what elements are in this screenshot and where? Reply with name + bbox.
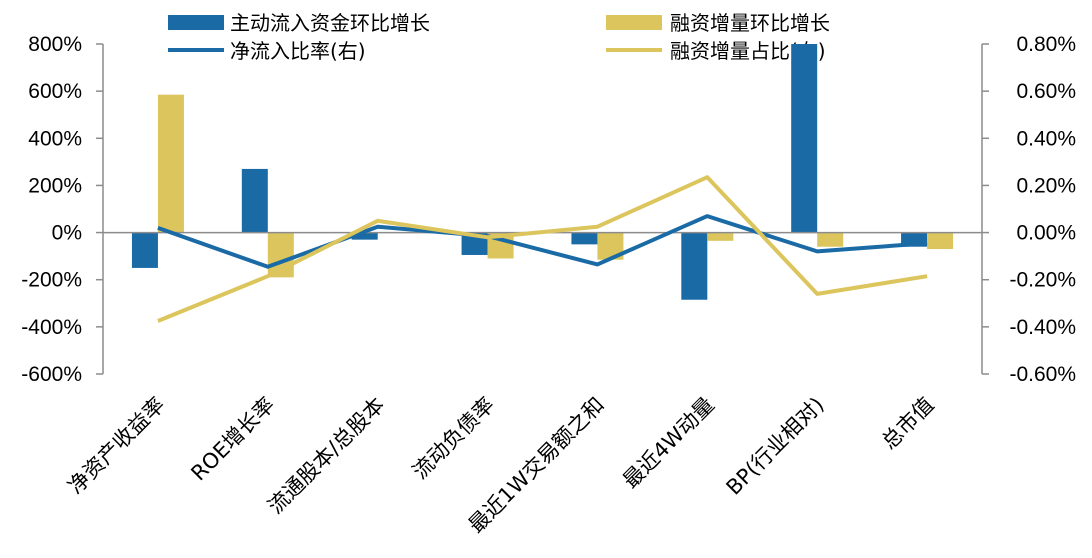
left-tick-label: -200% bbox=[21, 269, 82, 292]
bar-margin-growth bbox=[817, 232, 844, 247]
left-tick-label: -400% bbox=[21, 316, 82, 339]
category-label: 流动负债率 bbox=[408, 393, 499, 484]
bar-inflow-growth bbox=[681, 232, 708, 300]
legend-swatch-margin-growth bbox=[606, 15, 662, 30]
right-tick-label: 0.60% bbox=[1016, 80, 1076, 103]
bar-inflow-growth bbox=[351, 232, 378, 240]
right-tick-label: 0.00% bbox=[1016, 222, 1076, 245]
legend-swatch-inflow-growth bbox=[168, 15, 224, 30]
category-label: BP(行业相对) bbox=[722, 393, 829, 500]
category-label: 总市值 bbox=[877, 393, 939, 455]
line-net-inflow-ratio bbox=[157, 214, 928, 269]
category-label: 流通股本/总股本 bbox=[263, 393, 389, 519]
line-margin-share bbox=[157, 175, 928, 323]
right-tick-label: 0.40% bbox=[1016, 127, 1076, 150]
category-label: 最近4W动量 bbox=[618, 393, 718, 493]
bar-inflow-growth bbox=[241, 168, 268, 233]
right-tick-label: 0.20% bbox=[1016, 174, 1076, 197]
bar-inflow-growth bbox=[791, 44, 818, 233]
left-tick-label: 400% bbox=[28, 127, 82, 150]
bar-margin-growth bbox=[707, 232, 734, 241]
right-tick-label: 0.80% bbox=[1016, 33, 1076, 56]
left-tick-label: 600% bbox=[28, 80, 82, 103]
legend-label-margin-growth: 融资增量环比增长 bbox=[670, 11, 830, 35]
right-tick-label: -0.60% bbox=[1009, 363, 1076, 386]
right-tick-label: -0.20% bbox=[1009, 269, 1076, 292]
legend-label-net-inflow-ratio: 净流入比率(右) bbox=[230, 39, 366, 63]
legend: 主动流入资金环比增长 融资增量环比增长 净流入比率(右) 融资增量占比(右) bbox=[168, 11, 830, 63]
category-label: 净资产收益率 bbox=[63, 393, 169, 499]
left-tick-label: -600% bbox=[21, 363, 82, 386]
left-tick-label: 0% bbox=[52, 222, 82, 245]
legend-label-inflow-growth: 主动流入资金环比增长 bbox=[230, 11, 430, 35]
bar-inflow-growth bbox=[131, 232, 158, 268]
category-label: ROE增长率 bbox=[186, 393, 279, 486]
bar-margin-growth bbox=[157, 94, 184, 233]
right-tick-label: -0.40% bbox=[1009, 316, 1076, 339]
bar-margin-growth bbox=[927, 232, 954, 250]
plot-area: -600% -400% -200% 0% 200% 400% 600% 800% -0.60% -… bbox=[21, 33, 1076, 538]
left-tick-label: 800% bbox=[28, 33, 82, 56]
left-tick-label: 200% bbox=[28, 174, 82, 197]
bar-inflow-growth bbox=[571, 232, 598, 245]
